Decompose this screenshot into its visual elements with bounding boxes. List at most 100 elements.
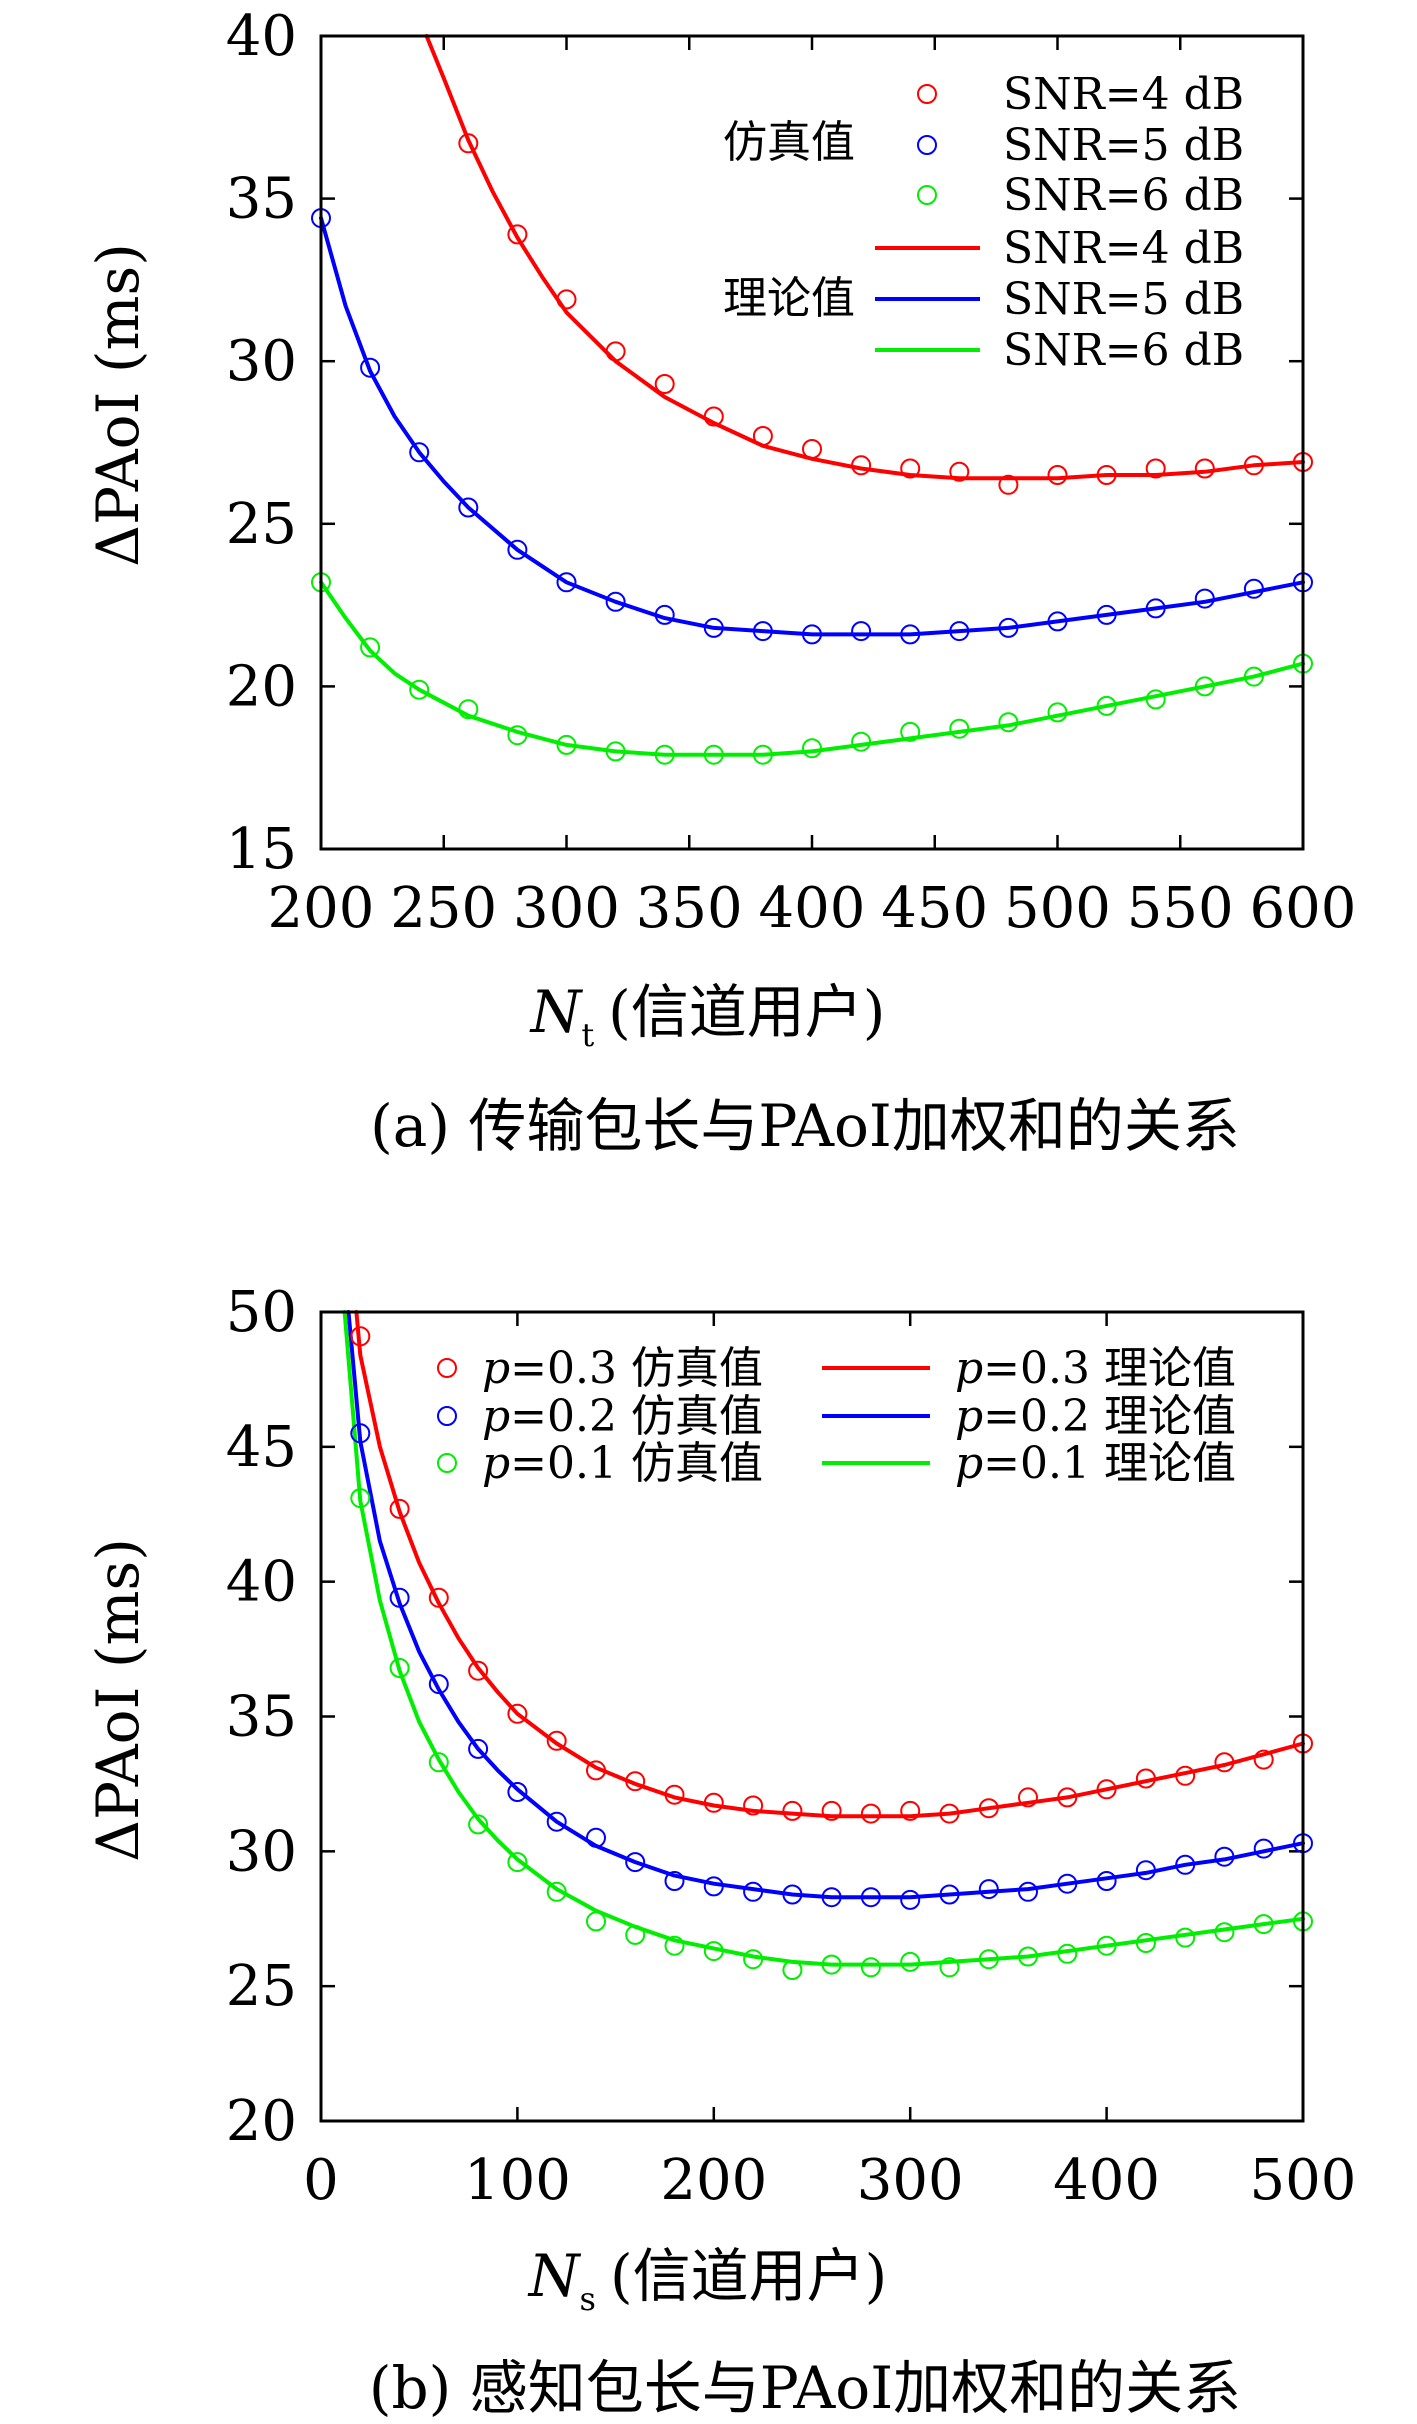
- a-sim-point: [1243, 578, 1264, 599]
- b-sim-point: [860, 1887, 881, 1908]
- a-x-tick-label: 300: [513, 876, 620, 941]
- b-sim-point: [1175, 1854, 1196, 1875]
- b-caption: (b) 感知包长与PAoI加权和的关系: [369, 2354, 1241, 2422]
- a-x-tick-labels: 200 250 300 350 400 450 500 550 600: [268, 876, 1357, 941]
- a-x-tick-label: 500: [1004, 876, 1111, 941]
- a-sim-point: [1047, 465, 1068, 485]
- a-sim-point: [802, 439, 822, 459]
- a-sim-point: [409, 442, 430, 463]
- a-sim-point: [605, 741, 626, 762]
- b-x-tick-label: 300: [857, 2148, 964, 2213]
- b-legend-label-sim-p01: p=0.1 仿真值: [482, 1438, 763, 1489]
- a-sim-point: [507, 539, 528, 560]
- b-sim-point: [625, 1924, 646, 1945]
- a-sim-point: [703, 406, 724, 427]
- a-sim-point: [752, 426, 773, 446]
- a-y-tick-label: 40: [226, 4, 297, 69]
- b-sim-point: [468, 1738, 489, 1759]
- a-sim-point: [998, 617, 1019, 638]
- a-legend-marker-snr5: [917, 135, 937, 155]
- b-sim-point: [900, 1889, 921, 1910]
- b-sim-point: [625, 1852, 646, 1873]
- a-sim-point: [802, 738, 822, 759]
- a-sim-point: [949, 718, 970, 739]
- a-y-tick-label: 30: [226, 329, 297, 394]
- a-x-tick-label: 550: [1127, 876, 1234, 941]
- b-sim-point: [743, 1881, 764, 1902]
- b-y-tick-label: 25: [226, 1954, 297, 2019]
- b-sim-point: [546, 1881, 567, 1902]
- a-sim-point: [900, 458, 921, 479]
- b-legend-label-theory-p01: p=0.1 理论值: [955, 1438, 1236, 1489]
- a-x-axis-rest: (信道用户): [608, 978, 885, 1046]
- chart-a: 200 250 300 350 400 450 500 550 600 15 20 25 30 35 40…: [84, 4, 1356, 1160]
- a-sim-point: [556, 289, 577, 310]
- b-legend-label-theory-p03: p=0.3 理论值: [955, 1343, 1236, 1394]
- b-sim-point: [703, 1876, 724, 1897]
- b-y-tick-label: 35: [226, 1685, 297, 1750]
- b-sim-point: [1135, 1860, 1156, 1881]
- a-legend-label-sim-snr6: SNR=6 dB: [1003, 170, 1244, 221]
- b-sim-point: [586, 1827, 606, 1848]
- a-sim-point: [949, 621, 970, 642]
- b-sim-point: [586, 1911, 606, 1932]
- b-legend-label-sim-p02: p=0.2 仿真值: [482, 1391, 763, 1442]
- b-theory-line-4: [346, 1310, 1305, 1900]
- a-sim-point: [1145, 689, 1166, 710]
- a-legend-group-sim: 仿真值: [723, 117, 855, 168]
- b-sim-point: [1057, 1787, 1078, 1808]
- a-legend-label-theory-snr5: SNR=5 dB: [1003, 274, 1244, 325]
- b-sim-point: [468, 1814, 489, 1835]
- a-x-tick-label: 450: [881, 876, 988, 941]
- b-y-axis-label: ΔPAoI (ms): [84, 1538, 152, 1862]
- b-sim-point: [782, 1884, 803, 1905]
- b-y-tick-label: 30: [226, 1819, 297, 1884]
- a-sim-point: [458, 133, 479, 154]
- b-sim-point: [625, 1771, 646, 1792]
- b-legend-marker-p01: [437, 1453, 457, 1473]
- a-sim-point: [900, 624, 921, 645]
- b-sim-point: [664, 1784, 685, 1805]
- a-sim-point: [1243, 666, 1264, 687]
- b-sim-point: [978, 1798, 999, 1819]
- b-legend-marker-p03: [437, 1358, 457, 1378]
- a-sim-point: [949, 461, 970, 482]
- a-legend: 仿真值 理论值 SNR=4 dB SNR=5 dB SNR=6 dB SNR=4…: [723, 69, 1244, 376]
- a-y-tick-label: 15: [226, 817, 297, 882]
- b-sim-point: [507, 1703, 528, 1724]
- b-sim-point: [1253, 1914, 1274, 1935]
- a-sim-point: [802, 624, 822, 645]
- a-x-axis-symbol: N: [529, 978, 584, 1046]
- b-x-axis-label: Ns (信道用户): [527, 2242, 887, 2318]
- a-sim-point: [458, 699, 479, 720]
- b-y-tick-label: 45: [226, 1415, 297, 1480]
- a-sim-point: [654, 604, 675, 625]
- b-sim-point: [1214, 1922, 1235, 1943]
- a-y-axis-label: ΔPAoI (ms): [84, 243, 152, 567]
- a-legend-group-theory: 理论值: [723, 273, 855, 324]
- b-sim-point: [389, 1498, 410, 1519]
- b-sim-point: [389, 1658, 410, 1678]
- b-x-tick-labels: 0 100 200 300 400 500: [303, 2148, 1356, 2213]
- b-x-axis-subscript: s: [580, 2280, 596, 2318]
- b-sim-point: [782, 1960, 803, 1980]
- b-sim-point: [507, 1782, 528, 1802]
- a-sim-point: [752, 621, 773, 642]
- a-sim-point: [703, 744, 724, 765]
- b-x-tick-label: 500: [1250, 2148, 1357, 2213]
- a-sim-point: [1047, 702, 1068, 723]
- b-legend-label-theory-p02: p=0.2 理论值: [955, 1391, 1236, 1442]
- b-sim-point: [350, 1423, 371, 1444]
- b-sim-point: [664, 1871, 685, 1891]
- a-legend-label-sim-snr4: SNR=4 dB: [1003, 69, 1244, 120]
- a-x-axis-label: Nt (信道用户): [529, 978, 886, 1054]
- b-sim-point: [586, 1760, 606, 1781]
- a-sim-point: [998, 712, 1019, 733]
- a-sim-point: [851, 455, 872, 476]
- b-sim-point: [703, 1792, 724, 1813]
- b-legend: p=0.3 仿真值 p=0.2 仿真值 p=0.1 仿真值 p=0.3 理论值 p=0.…: [437, 1343, 1236, 1489]
- b-sim-point: [468, 1660, 489, 1681]
- a-sim-point: [409, 679, 430, 700]
- a-legend-marker-snr6: [917, 185, 937, 205]
